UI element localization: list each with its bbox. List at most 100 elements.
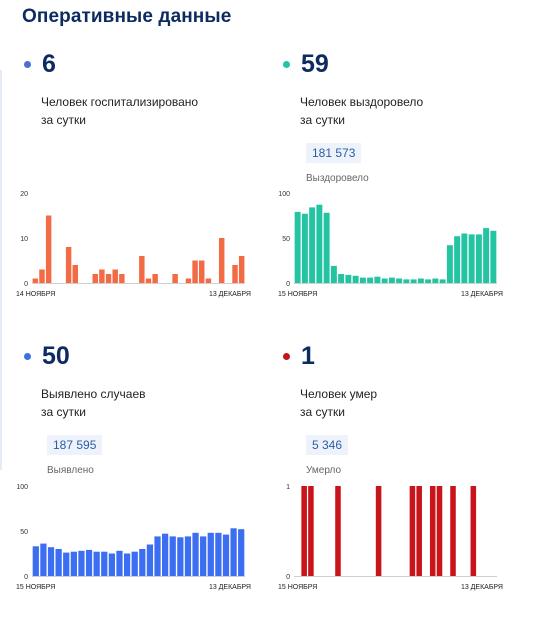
bar bbox=[93, 551, 100, 576]
x-start-label: 15 НОЯБРЯ bbox=[278, 584, 317, 591]
bar bbox=[192, 532, 199, 576]
bar bbox=[330, 265, 337, 283]
stat-description: Человек умер за сутки bbox=[300, 385, 377, 421]
bar bbox=[215, 532, 222, 576]
bar bbox=[70, 551, 77, 576]
bar bbox=[139, 256, 145, 283]
y-tick-label: 20 bbox=[20, 191, 28, 198]
bar bbox=[116, 550, 123, 576]
bar bbox=[238, 529, 245, 576]
bar bbox=[490, 230, 497, 283]
bar bbox=[200, 536, 207, 576]
bar bbox=[119, 274, 125, 283]
bar bbox=[388, 277, 395, 283]
bar bbox=[367, 277, 374, 283]
bar bbox=[338, 274, 345, 283]
bar bbox=[123, 553, 131, 576]
deaths-bar-chart: 0 1 15 НОЯБРЯ 13 ДЕКАБРЯ bbox=[278, 484, 503, 591]
bar bbox=[238, 256, 245, 283]
bar bbox=[374, 276, 381, 283]
bar bbox=[131, 551, 138, 576]
bar bbox=[112, 269, 118, 283]
stat-description: Человек выздоровело за сутки bbox=[300, 93, 423, 129]
stat-desc-line1: Человек умер bbox=[300, 387, 378, 401]
bar bbox=[436, 486, 443, 576]
bar bbox=[146, 544, 154, 576]
x-start-label: 15 НОЯБРЯ bbox=[278, 291, 317, 298]
total-badge-label: Выявлено bbox=[47, 465, 94, 476]
bar bbox=[47, 547, 55, 576]
bar bbox=[139, 549, 146, 576]
bar bbox=[450, 486, 456, 576]
x-end-label: 13 ДЕКАБРЯ bbox=[209, 584, 251, 591]
y-tick-label: 0 bbox=[24, 574, 28, 581]
bar bbox=[101, 551, 108, 576]
bar bbox=[403, 279, 410, 283]
bar bbox=[381, 278, 388, 283]
stat-desc-line2: за сутки bbox=[41, 405, 86, 419]
bar bbox=[454, 236, 461, 283]
bar bbox=[169, 536, 176, 576]
y-tick-label: 0 bbox=[286, 574, 290, 581]
stat-desc-line2: за сутки bbox=[300, 113, 345, 127]
stat-desc-line1: Человек выздоровело bbox=[300, 95, 424, 109]
bar bbox=[309, 207, 316, 283]
stat-recovered: 59 Человек выздоровело за сутки 181 573 … bbox=[283, 49, 423, 184]
page-title: Оперативные данные bbox=[22, 6, 232, 27]
detected-bar-chart: 0 50 100 15 НОЯБРЯ 13 ДЕКАБРЯ bbox=[16, 484, 251, 591]
bar bbox=[145, 278, 152, 283]
bar bbox=[154, 536, 161, 576]
bar bbox=[396, 278, 403, 283]
bar bbox=[345, 274, 352, 283]
bar bbox=[99, 269, 105, 283]
x-start-label: 14 НОЯБРЯ bbox=[16, 291, 55, 298]
bar bbox=[55, 549, 62, 576]
bar bbox=[483, 228, 490, 283]
stat-value: 50 bbox=[42, 342, 70, 370]
stat-desc-line2: за сутки bbox=[41, 113, 86, 127]
stat-deaths: 1 Человек умер за сутки 5 346 Умерло bbox=[283, 341, 377, 476]
y-tick-label: 100 bbox=[278, 191, 290, 198]
stat-desc-line2: за сутки bbox=[300, 405, 345, 419]
x-start-label: 15 НОЯБРЯ bbox=[16, 584, 55, 591]
bar bbox=[470, 486, 477, 576]
y-tick-label: 10 bbox=[20, 236, 28, 243]
bar bbox=[335, 486, 341, 576]
bar bbox=[359, 277, 366, 283]
total-badge: 5 346 bbox=[306, 435, 349, 455]
bar bbox=[301, 213, 308, 283]
y-tick-label: 100 bbox=[16, 484, 28, 491]
bar bbox=[439, 279, 446, 283]
bar bbox=[78, 550, 85, 576]
stat-value: 59 bbox=[301, 50, 329, 78]
bar bbox=[32, 546, 39, 576]
bar bbox=[316, 204, 323, 283]
bar bbox=[222, 534, 230, 576]
bar bbox=[172, 274, 178, 283]
bar bbox=[177, 537, 184, 576]
bullet-dot bbox=[283, 60, 290, 68]
bar bbox=[416, 486, 422, 576]
y-tick-label: 50 bbox=[282, 236, 290, 243]
stat-desc-line1: Человек госпитализировано bbox=[41, 95, 199, 109]
bar bbox=[85, 549, 93, 576]
bar bbox=[105, 274, 112, 283]
bar bbox=[185, 278, 192, 283]
bar bbox=[192, 260, 198, 283]
y-tick-label: 0 bbox=[24, 281, 28, 288]
bar bbox=[40, 543, 47, 576]
stat-desc-line1: Выявлено случаев bbox=[41, 387, 146, 401]
stat-detected: 50 Выявлено случаев за сутки 187 595 Выя… bbox=[24, 341, 146, 476]
bar bbox=[417, 278, 424, 283]
bar bbox=[152, 274, 158, 283]
bar bbox=[432, 278, 439, 283]
total-badge-label: Умерло bbox=[306, 465, 342, 476]
bar bbox=[108, 553, 115, 576]
bullet-dot bbox=[24, 60, 31, 68]
bar bbox=[461, 233, 468, 283]
bar bbox=[409, 486, 416, 576]
bar bbox=[429, 486, 436, 576]
bar bbox=[468, 234, 475, 283]
bar bbox=[475, 234, 482, 283]
bar bbox=[65, 247, 72, 283]
